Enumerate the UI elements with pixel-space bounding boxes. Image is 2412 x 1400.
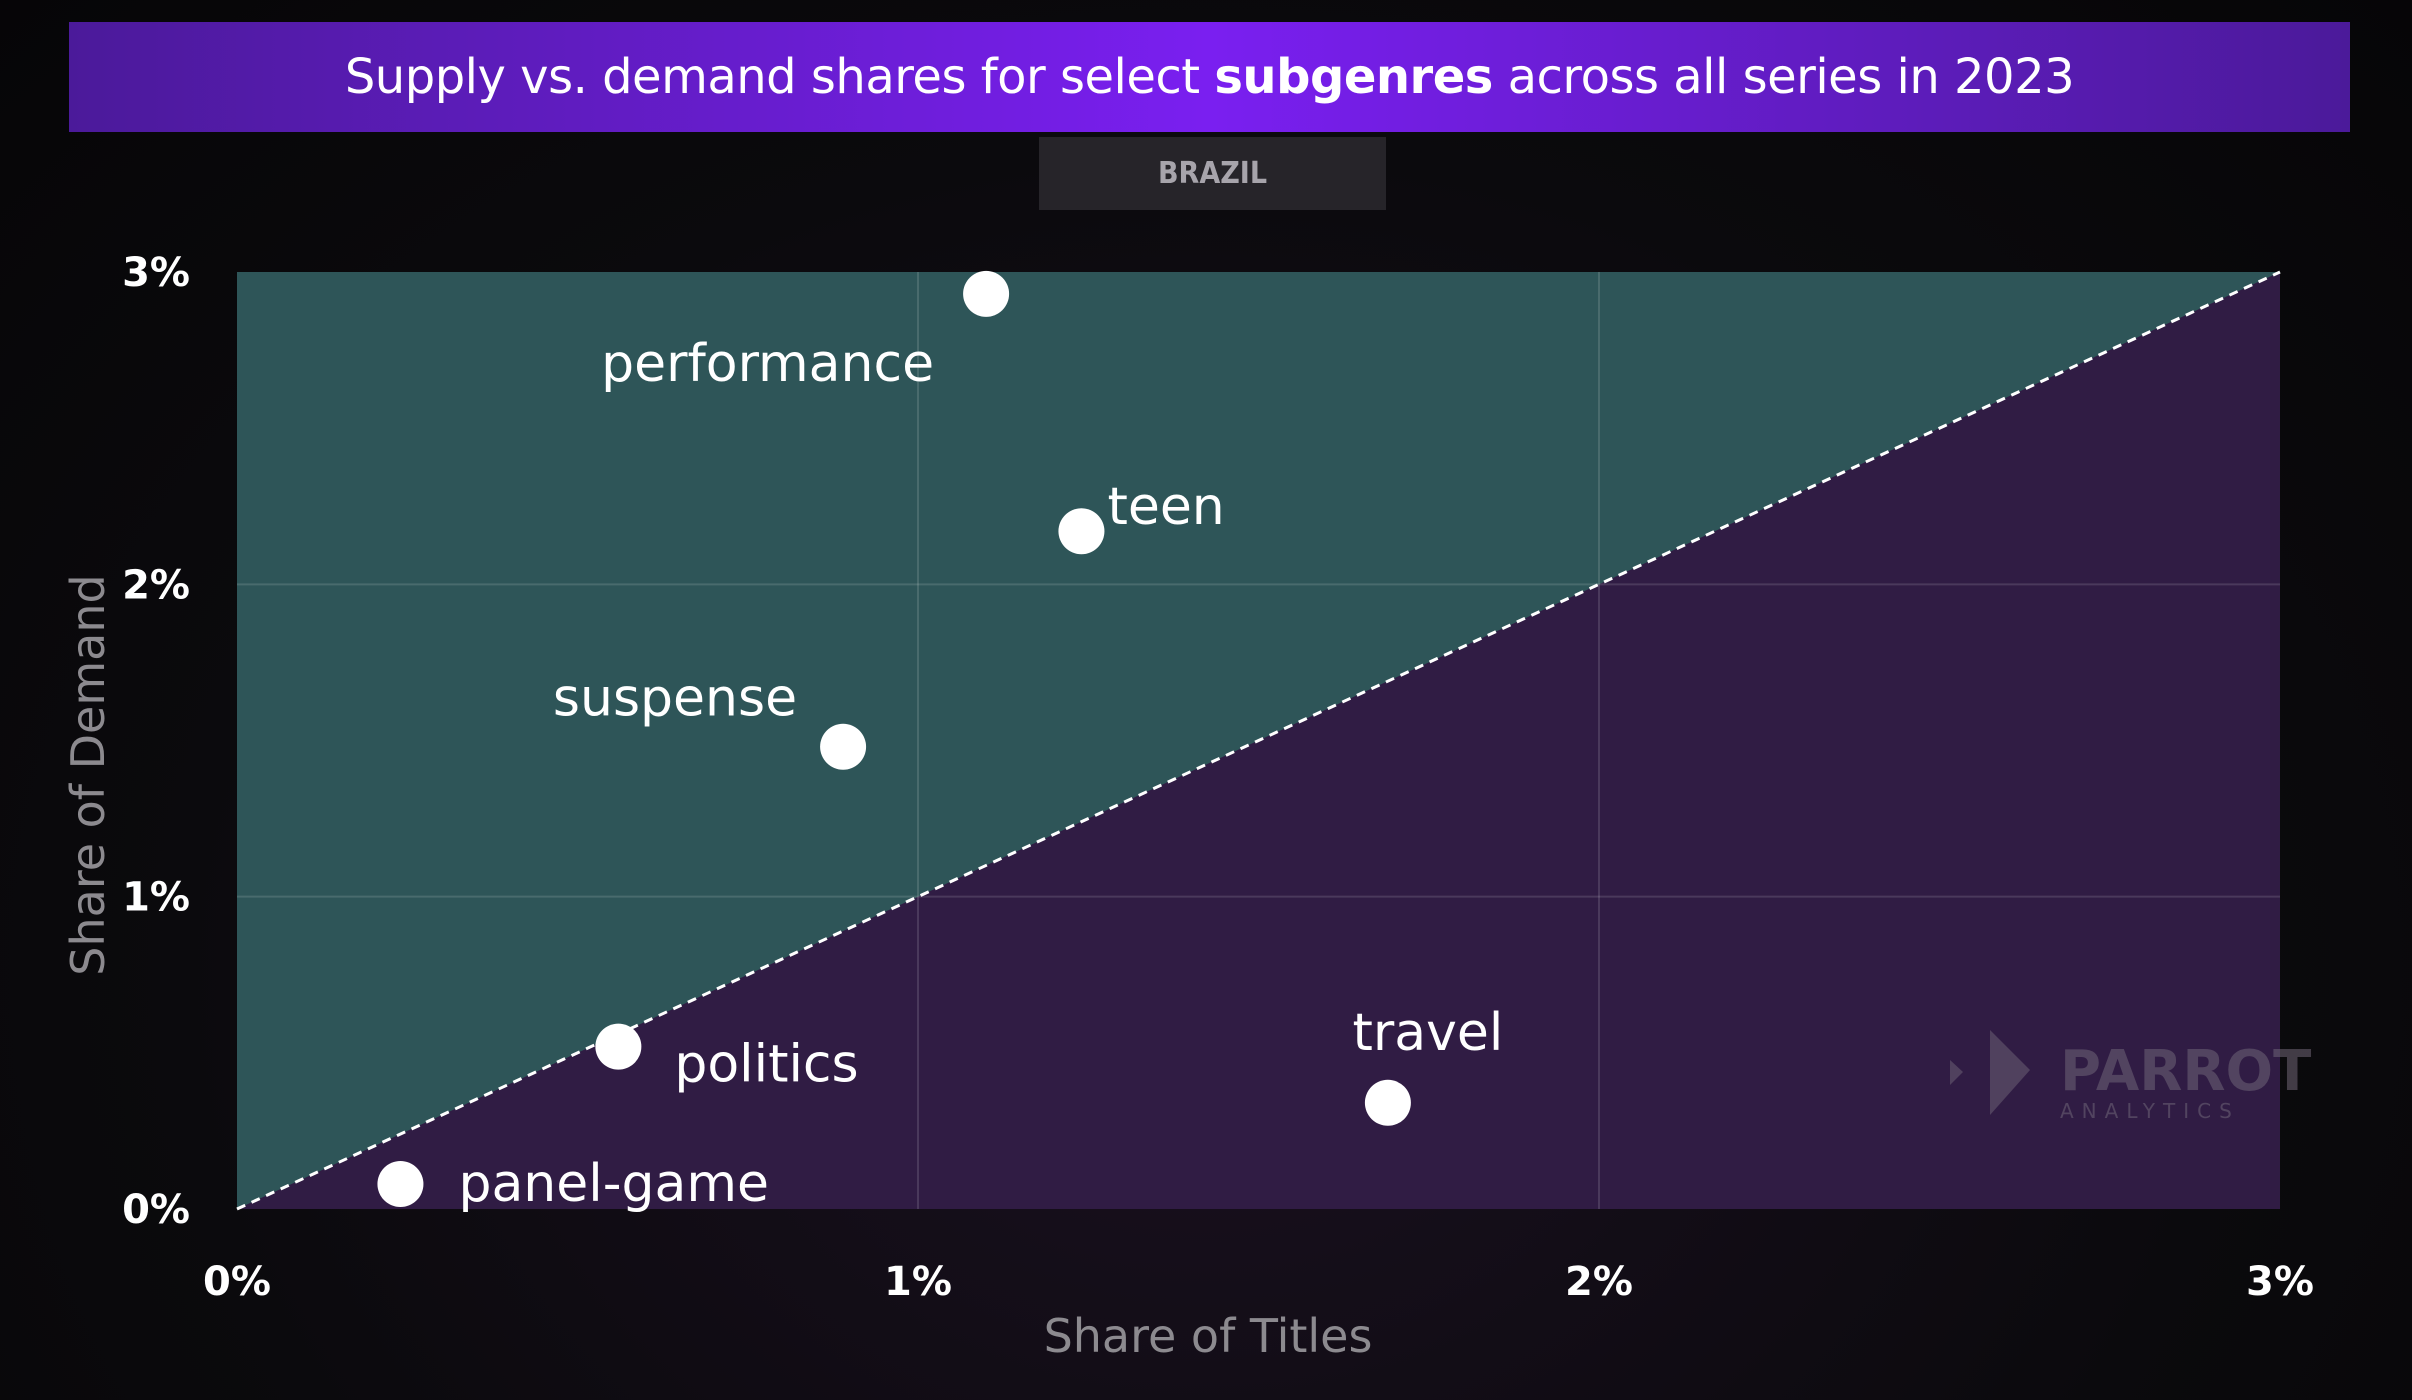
data-point bbox=[595, 1023, 642, 1070]
reference-line bbox=[236, 270, 2281, 1211]
y-tick-label: 3% bbox=[122, 250, 190, 296]
chart-title-post: across all series in 2023 bbox=[1492, 49, 2075, 105]
chart-title-bold: subgenres bbox=[1214, 49, 1493, 105]
chart-title-pre: Supply vs. demand shares for select bbox=[344, 49, 1215, 105]
data-point bbox=[963, 270, 1010, 317]
y-tick-label: 0% bbox=[122, 1187, 190, 1233]
x-tick-label: 3% bbox=[2246, 1259, 2314, 1305]
x-tick-label: 2% bbox=[1565, 1259, 1633, 1305]
region-label: BRAZIL bbox=[1157, 156, 1268, 191]
watermark-sub: ANALYTICS bbox=[2060, 1099, 2240, 1123]
y-axis-title: Share of Demand bbox=[61, 574, 115, 975]
data-point-label: politics bbox=[674, 1035, 858, 1095]
data-points: performance teen suspense politics panel-gam… bbox=[377, 270, 1503, 1214]
data-point-label: panel-game bbox=[458, 1154, 769, 1214]
data-point bbox=[377, 1161, 424, 1208]
x-tick-label: 0% bbox=[203, 1259, 271, 1305]
reference-line-group bbox=[236, 270, 2281, 1211]
data-point bbox=[820, 723, 867, 770]
region-tab[interactable]: BRAZIL bbox=[1039, 137, 1386, 210]
data-point bbox=[1058, 508, 1105, 555]
data-point bbox=[1364, 1079, 1411, 1126]
grid-lines bbox=[237, 272, 2280, 1209]
x-axis-ticks: 0% 1% 2% 3% bbox=[203, 1259, 2314, 1305]
y-axis-ticks: 0% 1% 2% 3% bbox=[122, 250, 190, 1233]
y-tick-label: 1% bbox=[122, 875, 190, 921]
data-point-label: travel bbox=[1352, 1003, 1503, 1063]
parrot-logo-icon bbox=[1990, 1030, 2030, 1115]
data-point-label: teen bbox=[1107, 477, 1224, 537]
x-axis-title: Share of Titles bbox=[1044, 1309, 1373, 1363]
data-point-label: suspense bbox=[553, 669, 797, 729]
y-tick-label: 2% bbox=[122, 562, 190, 608]
watermark-brand: PARROT bbox=[2060, 1039, 2311, 1104]
chart-title: Supply vs. demand shares for select subg… bbox=[69, 22, 2350, 132]
data-point-label: performance bbox=[601, 334, 934, 394]
parrot-logo-arrow-icon bbox=[1950, 1060, 1963, 1085]
x-tick-label: 1% bbox=[884, 1259, 952, 1305]
